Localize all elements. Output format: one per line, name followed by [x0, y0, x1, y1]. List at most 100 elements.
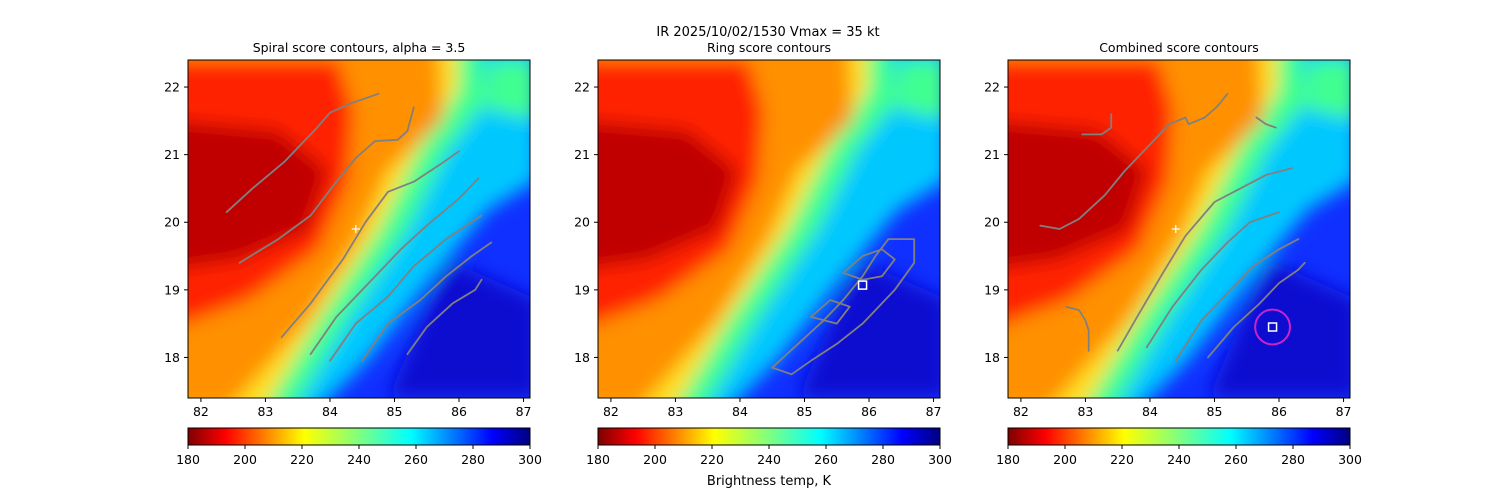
- colorbar: 180 200 220 240 260 280 300: [176, 427, 542, 467]
- colorbar-tick-label: 180: [586, 452, 610, 467]
- colorbar: 180 200 220 240 260 280 300: [586, 427, 952, 467]
- contour-line: [842, 248, 896, 281]
- colorbar-tick-label: 200: [1053, 452, 1077, 467]
- axes-frame: [1007, 59, 1351, 399]
- y-tick-label: 20: [164, 215, 180, 230]
- x-tick-label: 82: [603, 404, 619, 419]
- contour-line: [406, 278, 483, 355]
- y-tick-label: 22: [574, 80, 590, 95]
- contour-line: [1255, 116, 1277, 129]
- marker-group: [857, 280, 868, 290]
- x-tick-label: 86: [451, 404, 467, 419]
- colorbar-label: Brightness temp, K: [707, 474, 832, 489]
- axes-frame: [187, 59, 531, 399]
- x-tick-label: 87: [516, 404, 532, 419]
- x-tick-label: 86: [1271, 404, 1287, 419]
- colorbar-tick-label: 220: [290, 452, 314, 467]
- spiral-contour-group: [225, 92, 493, 362]
- panel-combined: Combined score contours 82 83 84 85 86 87 1: [984, 40, 1362, 467]
- x-tick-label: 86: [861, 404, 877, 419]
- y-tick-label: 18: [164, 350, 180, 365]
- panel-title: Combined score contours: [1099, 40, 1259, 55]
- colorbar-tick-label: 280: [1281, 452, 1305, 467]
- panel-spiral: Spiral score contours, alpha = 3.5 82 83 8…: [164, 40, 542, 467]
- marker-group: [351, 225, 360, 233]
- colorbar-tick-label: 240: [757, 452, 781, 467]
- colorbar-tick-label: 300: [1338, 452, 1362, 467]
- y-axis: 18 19 20 21 22: [574, 80, 598, 365]
- combined-contour-group: [1039, 92, 1306, 362]
- brightness-heatmap: [598, 60, 940, 398]
- x-tick-label: 84: [1142, 404, 1158, 419]
- figure-suptitle: IR 2025/10/02/1530 Vmax = 35 kt: [656, 25, 879, 40]
- contour-line: [1174, 238, 1300, 362]
- contour-line: [810, 299, 851, 325]
- brightness-heatmap: [168, 40, 538, 420]
- y-tick-label: 18: [984, 350, 1000, 365]
- x-tick-label: 82: [193, 404, 209, 419]
- center-cross-marker: [1171, 225, 1180, 233]
- y-tick-label: 20: [574, 215, 590, 230]
- y-tick-label: 21: [164, 147, 180, 162]
- colorbar-tick-label: 240: [347, 452, 371, 467]
- colorbar-tick-label: 260: [814, 452, 838, 467]
- contour-line: [1039, 133, 1161, 230]
- y-tick-label: 22: [164, 80, 180, 95]
- y-tick-label: 22: [984, 80, 1000, 95]
- x-tick-label: 85: [797, 404, 813, 419]
- contour-line: [225, 92, 380, 213]
- contour-line: [1116, 167, 1293, 352]
- x-tick-label: 83: [257, 404, 273, 419]
- x-axis: 82 83 84 85 86 87: [603, 398, 942, 419]
- contour-line: [1207, 261, 1306, 359]
- x-tick-label: 87: [1336, 404, 1352, 419]
- contour-line: [771, 238, 916, 376]
- x-axis: 82 83 84 85 86 87: [193, 398, 532, 419]
- center-square-marker: [857, 280, 868, 290]
- center-cross-marker: [351, 225, 360, 233]
- contour-line: [361, 241, 493, 362]
- colorbar: 180 200 220 240 260 280 300: [996, 427, 1362, 467]
- colorbar-tick-label: 260: [1224, 452, 1248, 467]
- colorbar-tick-label: 240: [1167, 452, 1191, 467]
- contour-line: [1065, 305, 1090, 352]
- x-tick-label: 82: [1013, 404, 1029, 419]
- panel-title: Spiral score contours, alpha = 3.5: [253, 40, 466, 55]
- x-tick-label: 85: [1207, 404, 1223, 419]
- y-axis: 18 19 20 21 22: [984, 80, 1008, 365]
- ring-contour-group: [771, 238, 916, 376]
- y-axis: 18 19 20 21 22: [164, 80, 188, 365]
- colorbar-tick-label: 200: [233, 452, 257, 467]
- colorbar-tick-label: 300: [518, 452, 542, 467]
- colorbar-tick-label: 300: [928, 452, 952, 467]
- contour-line: [329, 214, 483, 362]
- colorbar-tick-label: 260: [404, 452, 428, 467]
- center-square-marker: [1267, 322, 1278, 332]
- y-tick-label: 19: [984, 282, 1000, 297]
- y-tick-label: 21: [984, 147, 1000, 162]
- x-axis: 82 83 84 85 86 87: [1013, 398, 1352, 419]
- y-tick-label: 21: [574, 147, 590, 162]
- colorbar-tick-label: 180: [996, 452, 1020, 467]
- x-tick-label: 84: [732, 404, 748, 419]
- contour-line: [1158, 92, 1229, 136]
- x-tick-label: 84: [322, 404, 338, 419]
- contour-line: [1081, 113, 1113, 136]
- x-tick-label: 83: [1077, 404, 1093, 419]
- axes-frame: [597, 59, 941, 399]
- y-tick-label: 18: [574, 350, 590, 365]
- x-tick-label: 85: [387, 404, 403, 419]
- y-tick-label: 19: [164, 282, 180, 297]
- colorbar-tick-label: 180: [176, 452, 200, 467]
- x-tick-label: 87: [926, 404, 942, 419]
- contour-line: [280, 150, 460, 339]
- y-tick-label: 20: [984, 215, 1000, 230]
- contour-line: [238, 106, 415, 264]
- brightness-heatmap: [1008, 60, 1350, 398]
- contour-line: [309, 177, 480, 355]
- panel-title: Ring score contours: [707, 40, 831, 55]
- x-tick-label: 83: [667, 404, 683, 419]
- contour-line: [1145, 211, 1280, 349]
